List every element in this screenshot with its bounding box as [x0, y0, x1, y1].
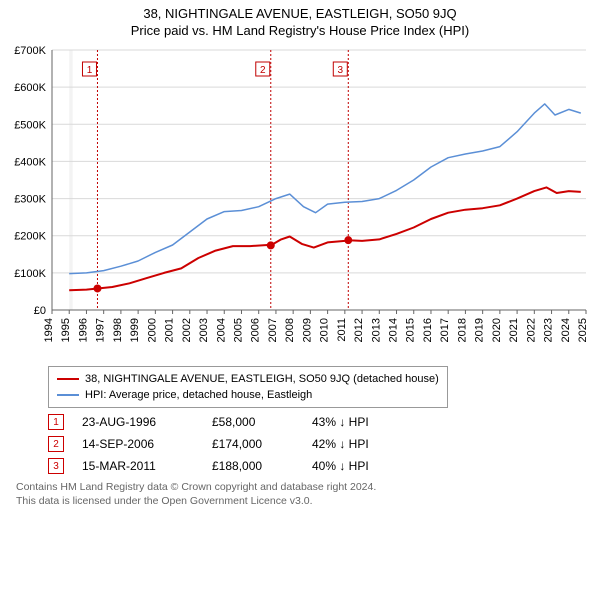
svg-text:2018: 2018: [456, 318, 468, 342]
chart-titles: 38, NIGHTINGALE AVENUE, EASTLEIGH, SO50 …: [8, 6, 592, 38]
event-price: £174,000: [212, 437, 312, 451]
event-date: 23-AUG-1996: [82, 415, 212, 429]
event-badge: 2: [48, 436, 64, 452]
price-chart: £0 £100K £200K £300K £400K £500K £600K £700K 1 2 3…: [8, 42, 592, 362]
svg-text:2019: 2019: [474, 318, 486, 342]
svg-text:1996: 1996: [77, 318, 89, 342]
svg-text:2023: 2023: [543, 318, 555, 342]
svg-text:2006: 2006: [250, 318, 262, 342]
footer-line-1: Contains HM Land Registry data © Crown c…: [16, 480, 584, 494]
svg-text:2024: 2024: [560, 318, 572, 342]
svg-text:2007: 2007: [267, 318, 279, 342]
svg-text:£400K: £400K: [14, 156, 46, 168]
svg-text:2001: 2001: [164, 318, 176, 342]
event-delta: 42% ↓ HPI: [312, 437, 369, 451]
svg-text:£700K: £700K: [14, 45, 46, 57]
event-date: 14-SEP-2006: [82, 437, 212, 451]
svg-text:2011: 2011: [336, 318, 348, 342]
event-delta: 40% ↓ HPI: [312, 459, 369, 473]
legend: 38, NIGHTINGALE AVENUE, EASTLEIGH, SO50 …: [48, 366, 448, 408]
event-row: 2 14-SEP-2006£174,00042% ↓ HPI: [48, 436, 592, 452]
svg-text:£300K: £300K: [14, 194, 46, 206]
svg-text:2021: 2021: [508, 318, 520, 342]
svg-text:1999: 1999: [129, 318, 141, 342]
svg-text:2002: 2002: [181, 318, 193, 342]
legend-label: 38, NIGHTINGALE AVENUE, EASTLEIGH, SO50 …: [85, 371, 439, 387]
svg-text:2008: 2008: [284, 318, 296, 342]
svg-text:1995: 1995: [60, 318, 72, 342]
svg-text:2015: 2015: [405, 318, 417, 342]
svg-text:3: 3: [338, 65, 344, 76]
events-table: 1 23-AUG-1996£58,00043% ↓ HPI 2 14-SEP-2006…: [48, 414, 592, 474]
svg-text:£600K: £600K: [14, 82, 46, 94]
event-date: 15-MAR-2011: [82, 459, 212, 473]
footer-attribution: Contains HM Land Registry data © Crown c…: [16, 480, 584, 508]
svg-text:2012: 2012: [353, 318, 365, 342]
footer-line-2: This data is licensed under the Open Gov…: [16, 494, 584, 508]
event-price: £58,000: [212, 415, 312, 429]
svg-text:1994: 1994: [43, 318, 55, 342]
legend-label: HPI: Average price, detached house, East…: [85, 387, 312, 403]
svg-text:2013: 2013: [370, 318, 382, 342]
svg-text:£200K: £200K: [14, 231, 46, 243]
svg-text:2: 2: [260, 65, 266, 76]
svg-text:£500K: £500K: [14, 119, 46, 131]
svg-text:2017: 2017: [439, 318, 451, 342]
svg-text:£0: £0: [34, 305, 46, 317]
event-badge: 1: [48, 414, 64, 430]
chart-area: £0 £100K £200K £300K £400K £500K £600K £700K 1 2 3…: [8, 42, 592, 362]
event-row: 1 23-AUG-1996£58,00043% ↓ HPI: [48, 414, 592, 430]
svg-text:2003: 2003: [198, 318, 210, 342]
svg-text:2010: 2010: [319, 318, 331, 342]
svg-text:2020: 2020: [491, 318, 503, 342]
title-sub: Price paid vs. HM Land Registry's House …: [8, 23, 592, 38]
legend-swatch: [57, 378, 79, 380]
event-delta: 43% ↓ HPI: [312, 415, 369, 429]
legend-item: HPI: Average price, detached house, East…: [57, 387, 439, 403]
event-badge: 3: [48, 458, 64, 474]
svg-text:1: 1: [87, 65, 93, 76]
svg-text:2009: 2009: [301, 318, 313, 342]
svg-text:£100K: £100K: [14, 268, 46, 280]
svg-text:2004: 2004: [215, 318, 227, 342]
svg-text:1998: 1998: [112, 318, 124, 342]
svg-text:2014: 2014: [388, 318, 400, 342]
svg-text:1997: 1997: [95, 318, 107, 342]
svg-text:2022: 2022: [525, 318, 537, 342]
svg-text:2016: 2016: [422, 318, 434, 342]
event-row: 3 15-MAR-2011£188,00040% ↓ HPI: [48, 458, 592, 474]
svg-text:2025: 2025: [577, 318, 589, 342]
event-price: £188,000: [212, 459, 312, 473]
svg-text:2000: 2000: [146, 318, 158, 342]
svg-text:2005: 2005: [232, 318, 244, 342]
legend-swatch: [57, 394, 79, 396]
title-main: 38, NIGHTINGALE AVENUE, EASTLEIGH, SO50 …: [8, 6, 592, 21]
legend-item: 38, NIGHTINGALE AVENUE, EASTLEIGH, SO50 …: [57, 371, 439, 387]
